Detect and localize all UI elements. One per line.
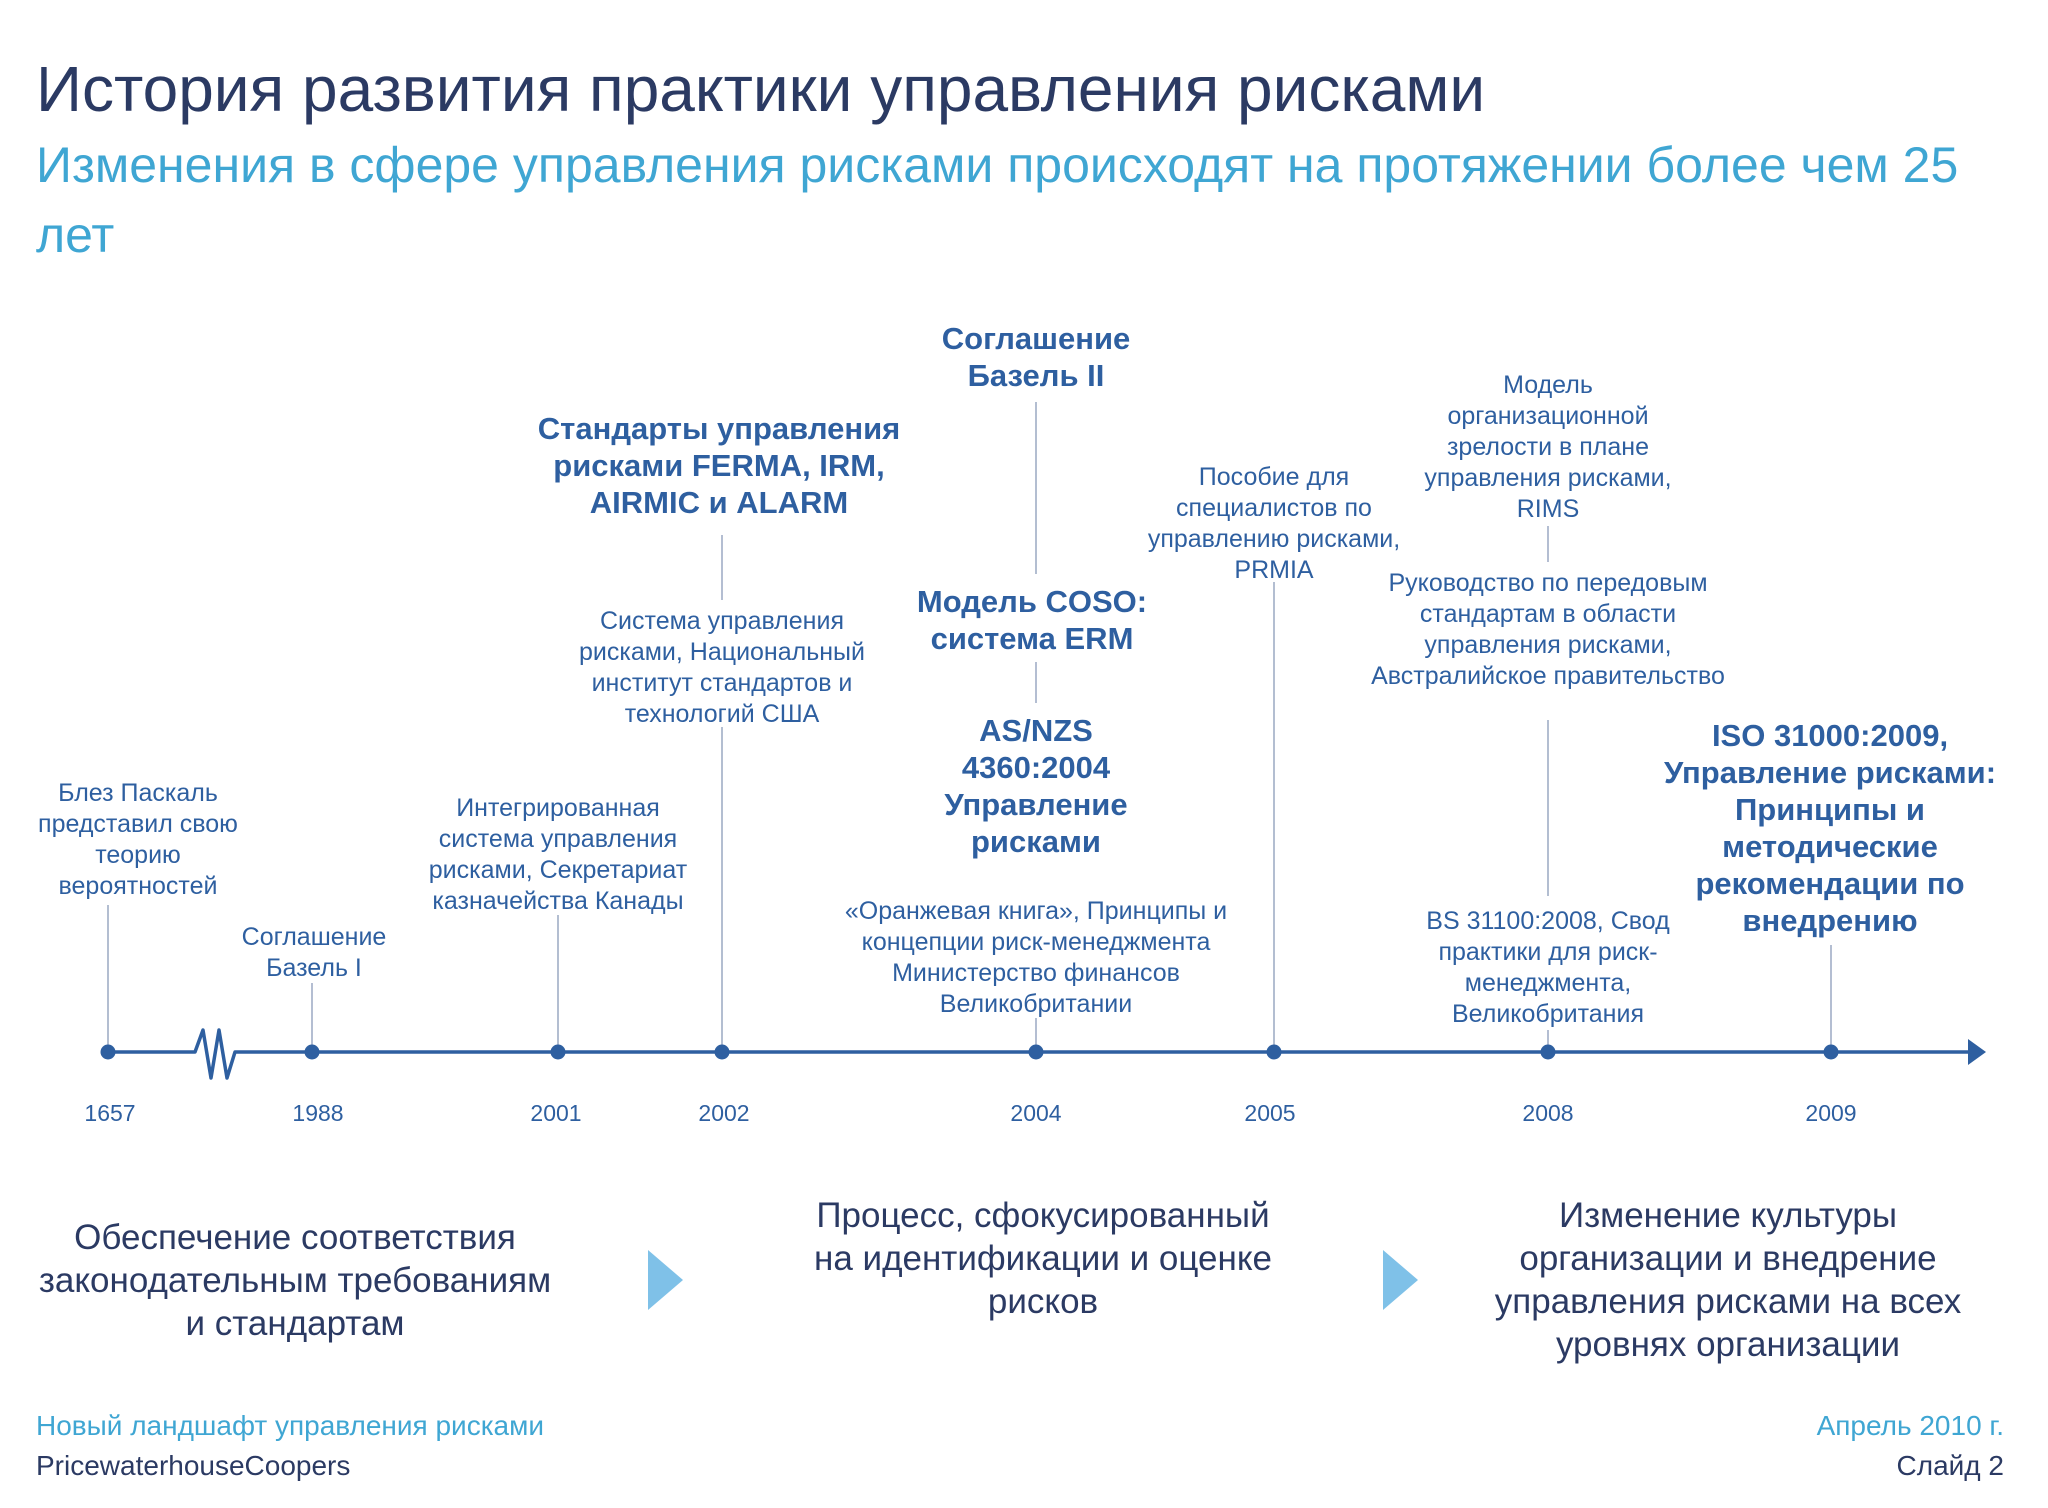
phase-culture: Изменение культуры организации и внедрен… (1494, 1196, 1962, 1364)
event-rims: Модель организационной зрелости в плане … (1424, 371, 1672, 523)
year-label: 2009 (1805, 1100, 1857, 1126)
event-asnzs: AS/NZS 4360:2004 Управление рисками (944, 713, 1128, 859)
dot-2004 (1028, 1044, 1044, 1060)
event-prmia: Пособие для специалистов по управлению р… (1147, 463, 1401, 584)
event-basel1: Соглашение Базель I (241, 923, 387, 982)
dot-2001 (550, 1044, 566, 1060)
dot-2009 (1823, 1044, 1839, 1060)
phase-compliance: Обеспечение соответствия законодательным… (38, 1218, 552, 1343)
page-subtitle: Изменения в сфере управления рисками про… (36, 137, 1959, 263)
dot-2002 (714, 1044, 730, 1060)
footer-company: PricewaterhouseCoopers (36, 1450, 351, 1481)
footer-date: Апрель 2010 г. (1816, 1410, 2004, 1441)
year-label: 2008 (1522, 1100, 1574, 1126)
timeline-arrowhead (1968, 1039, 1986, 1065)
timeline-axis (108, 1028, 1975, 1080)
year-label: 2001 (530, 1100, 582, 1126)
year-label: 2004 (1010, 1100, 1062, 1126)
footer-slide-number: Слайд 2 (1896, 1450, 2004, 1481)
chevron-arrow-2 (1383, 1250, 1418, 1310)
dot-2008 (1540, 1044, 1556, 1060)
event-nist: Система управления рисками, Национальный… (578, 607, 865, 728)
year-label: 1988 (292, 1100, 344, 1126)
page-title: История развития практики управления рис… (36, 53, 1486, 125)
event-bs31100: BS 31100:2008, Свод практики для риск-ме… (1426, 907, 1670, 1028)
event-orange: «Оранжевая книга», Принципы и концепции … (844, 897, 1228, 1018)
year-label: 2002 (698, 1100, 750, 1126)
phase-process: Процесс, сфокусированный на идентификаци… (814, 1196, 1272, 1321)
year-label: 1657 (84, 1100, 136, 1126)
footer-right: Апрель 2010 г. Слайд 2 (1817, 1406, 2004, 1486)
footer-report-title: Новый ландшафт управления рисками (36, 1410, 545, 1441)
event-ferma: Стандарты управления рисками FERMA, IRM,… (537, 411, 901, 520)
dot-1657 (100, 1044, 116, 1060)
dot-1988 (304, 1044, 320, 1060)
event-canada: Интегрированная система управления риска… (428, 794, 688, 915)
event-pascal: Блез Паскаль представил свою теорию веро… (38, 779, 238, 900)
year-label: 2005 (1244, 1100, 1296, 1126)
chevron-arrow-1 (648, 1250, 683, 1310)
event-australia: Руководство по передовым стандартам в об… (1371, 569, 1725, 690)
dot-2005 (1266, 1044, 1282, 1060)
footer-left: Новый ландшафт управления рисками Pricew… (36, 1406, 544, 1486)
event-iso31000: ISO 31000:2009, Управление рисками: Прин… (1663, 718, 1997, 938)
event-basel2: Соглашение Базель II (941, 321, 1131, 393)
event-coso: Модель COSO: система ERM (916, 584, 1148, 656)
